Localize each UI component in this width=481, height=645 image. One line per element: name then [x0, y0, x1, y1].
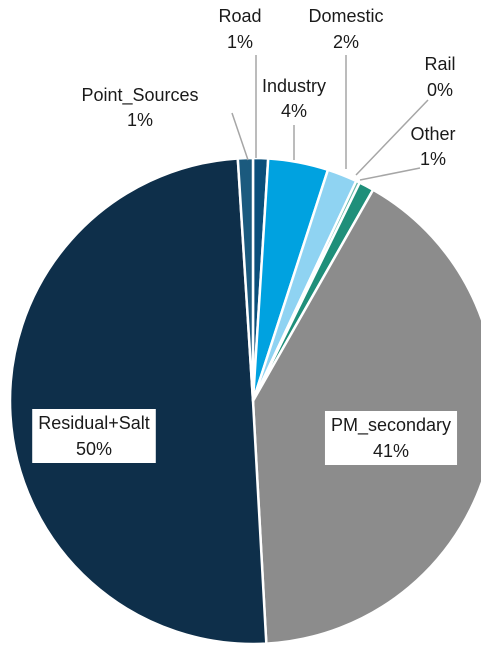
label-value-domestic: 2% [333, 32, 359, 52]
leader-line-rail [355, 99, 429, 176]
label-name-industry: Industry [262, 76, 326, 96]
label-box-pm-secondary [324, 411, 458, 465]
leader-line-point-sources [231, 112, 249, 161]
label-name-other: Other [410, 124, 455, 144]
pie-slice-point-sources [236, 156, 255, 403]
label-name-road: Road [218, 6, 261, 26]
label-name-residual-salt: Residual+Salt [38, 413, 150, 433]
label-value-point-sources: 1% [127, 110, 153, 130]
label-road: Road 1% [218, 6, 261, 52]
label-domestic: Domestic 2% [308, 6, 383, 52]
label-value-road: 1% [227, 32, 253, 52]
label-value-industry: 4% [281, 101, 307, 121]
label-point-sources: Point_Sources 1% [81, 85, 198, 130]
label-value-pm-secondary: 41% [373, 441, 409, 461]
leader-lines [231, 55, 429, 181]
label-value-residual-salt: 50% [76, 439, 112, 459]
label-value-rail: 0% [427, 80, 453, 100]
label-industry: Industry 4% [262, 76, 326, 121]
pie-slices [8, 156, 481, 645]
label-name-domestic: Domestic [308, 6, 383, 26]
label-residual-salt: Residual+Salt 50% [32, 409, 156, 463]
label-value-other: 1% [420, 149, 446, 169]
label-rail: Rail 0% [424, 54, 455, 100]
pie-slice-residual-salt [8, 157, 268, 645]
label-name-point-sources: Point_Sources [81, 85, 198, 106]
leader-line-other [359, 167, 421, 181]
label-other: Other 1% [410, 124, 455, 169]
label-pm-secondary: PM_secondary 41% [324, 411, 458, 465]
label-name-pm-secondary: PM_secondary [331, 415, 451, 436]
label-name-rail: Rail [424, 54, 455, 74]
slice-labels: Road1%Industry4%Domestic2%Rail0%Other1%P… [32, 6, 458, 465]
label-box-residual-salt [32, 409, 156, 463]
